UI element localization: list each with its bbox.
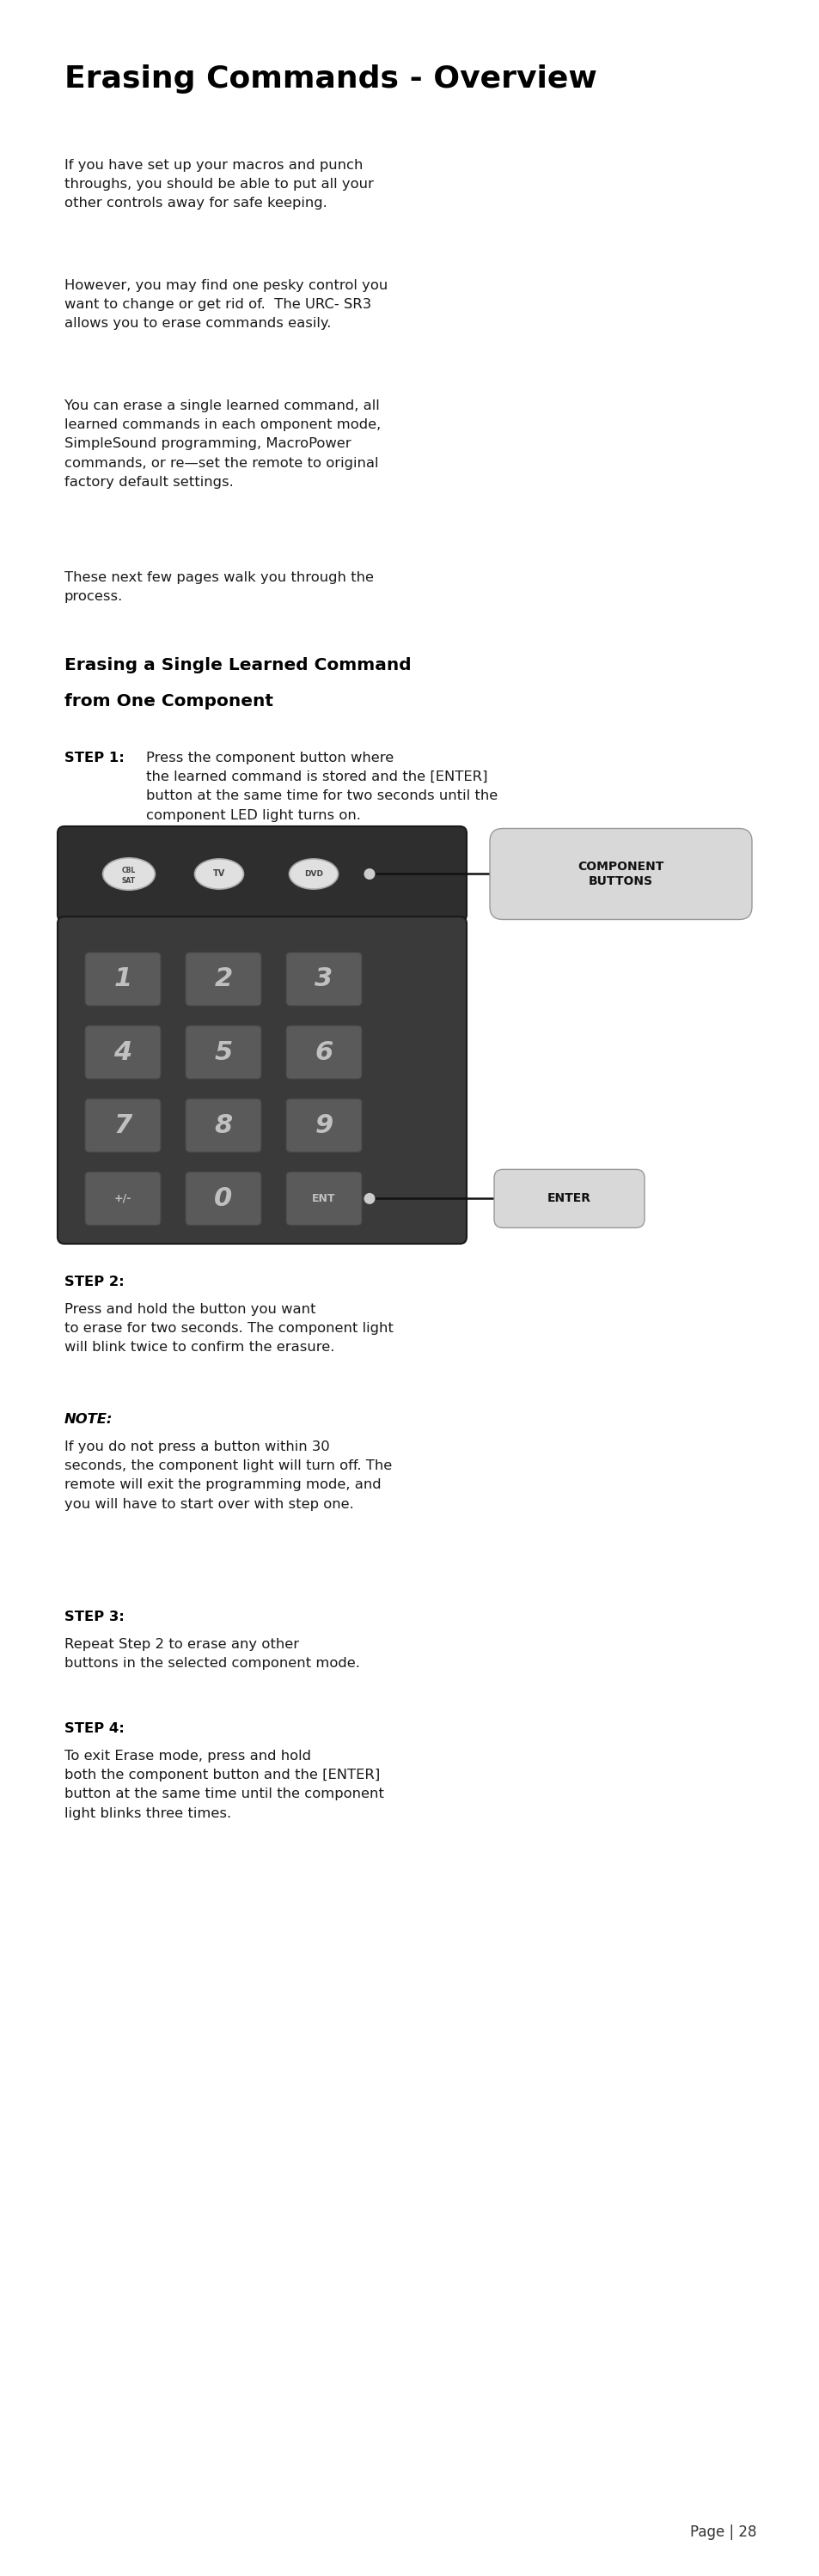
Text: Erasing Commands - Overview: Erasing Commands - Overview	[65, 64, 596, 93]
Text: ENTER: ENTER	[547, 1193, 590, 1206]
Ellipse shape	[102, 858, 155, 891]
Text: 9: 9	[314, 1113, 333, 1139]
Text: 7: 7	[114, 1113, 132, 1139]
Text: Repeat Step 2 to erase any other
buttons in the selected component mode.: Repeat Step 2 to erase any other buttons…	[65, 1638, 360, 1669]
Text: TV: TV	[213, 871, 225, 878]
Text: 3: 3	[314, 966, 333, 992]
FancyBboxPatch shape	[286, 953, 361, 1005]
Text: 2: 2	[214, 966, 233, 992]
Text: These next few pages walk you through the
process.: These next few pages walk you through th…	[65, 572, 373, 603]
Text: Press and hold the button you want
to erase for two seconds. The component light: Press and hold the button you want to er…	[65, 1303, 393, 1355]
FancyBboxPatch shape	[85, 953, 161, 1005]
Text: 0: 0	[214, 1185, 233, 1211]
Text: 6: 6	[314, 1041, 333, 1064]
Text: ENT: ENT	[312, 1193, 336, 1203]
Text: CBL: CBL	[122, 866, 136, 873]
FancyBboxPatch shape	[286, 1100, 361, 1151]
Text: However, you may find one pesky control you
want to change or get rid of.  The U: However, you may find one pesky control …	[65, 278, 387, 330]
FancyBboxPatch shape	[185, 1172, 261, 1226]
FancyBboxPatch shape	[85, 1100, 161, 1151]
Text: You can erase a single learned command, all
learned commands in each omponent mo: You can erase a single learned command, …	[65, 399, 381, 489]
Text: If you have set up your macros and punch
throughs, you should be able to put all: If you have set up your macros and punch…	[65, 160, 373, 209]
FancyBboxPatch shape	[85, 1172, 161, 1226]
FancyBboxPatch shape	[85, 1025, 161, 1079]
Text: 4: 4	[114, 1041, 132, 1064]
Text: Page | 28: Page | 28	[689, 2524, 755, 2540]
Circle shape	[364, 1193, 375, 1203]
FancyBboxPatch shape	[494, 1170, 644, 1229]
Ellipse shape	[289, 858, 337, 889]
Text: DVD: DVD	[304, 871, 323, 878]
FancyBboxPatch shape	[57, 827, 466, 922]
Text: STEP 3:: STEP 3:	[65, 1610, 124, 1623]
FancyBboxPatch shape	[185, 1025, 261, 1079]
Text: STEP 1:: STEP 1:	[65, 752, 124, 765]
Text: 8: 8	[214, 1113, 233, 1139]
Text: SAT: SAT	[122, 876, 136, 884]
Text: from One Component: from One Component	[65, 693, 273, 708]
Text: STEP 2:: STEP 2:	[65, 1275, 124, 1288]
FancyBboxPatch shape	[185, 1100, 261, 1151]
Text: NOTE:: NOTE:	[65, 1414, 113, 1427]
Text: If you do not press a button within 30
seconds, the component light will turn of: If you do not press a button within 30 s…	[65, 1440, 391, 1510]
Text: Press the component button where
the learned command is stored and the [ENTER]
b: Press the component button where the lea…	[146, 752, 497, 822]
Circle shape	[364, 868, 375, 878]
FancyBboxPatch shape	[185, 953, 261, 1005]
FancyBboxPatch shape	[489, 829, 751, 920]
Text: STEP 4:: STEP 4:	[65, 1723, 124, 1736]
Text: Erasing a Single Learned Command: Erasing a Single Learned Command	[65, 657, 411, 672]
Text: COMPONENT
BUTTONS: COMPONENT BUTTONS	[577, 860, 663, 886]
Text: +/-: +/-	[114, 1193, 132, 1203]
Text: 5: 5	[214, 1041, 233, 1064]
Text: To exit Erase mode, press and hold
both the component button and the [ENTER]
but: To exit Erase mode, press and hold both …	[65, 1749, 383, 1819]
FancyBboxPatch shape	[286, 1172, 361, 1226]
Ellipse shape	[194, 858, 243, 889]
FancyBboxPatch shape	[286, 1025, 361, 1079]
Text: 1: 1	[114, 966, 132, 992]
FancyBboxPatch shape	[57, 917, 466, 1244]
